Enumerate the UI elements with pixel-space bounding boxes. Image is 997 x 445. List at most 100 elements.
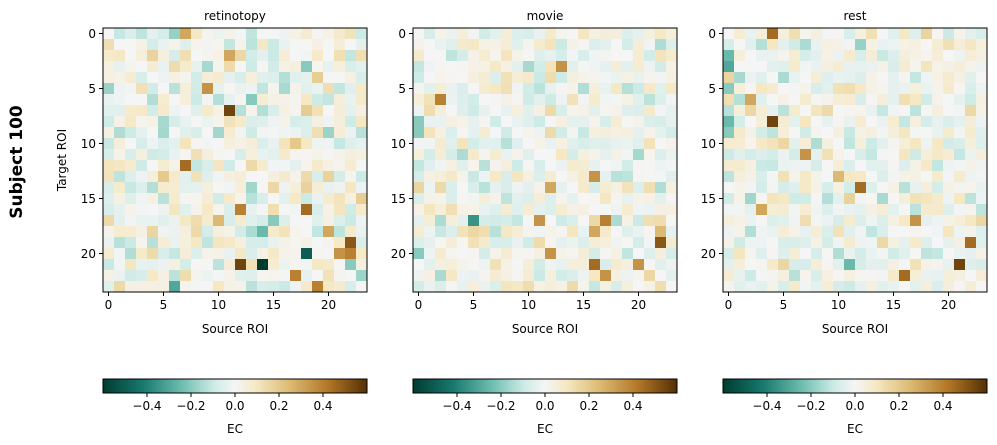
heatmap-cell [954,226,966,238]
heatmap-cell [633,94,645,106]
colorbar-segment [113,379,116,393]
heatmap-cell [723,83,735,95]
heatmap-cell [866,171,878,183]
heatmap-cell [323,281,335,293]
heatmap-cell [822,259,834,271]
heatmap-cell [345,94,357,106]
heatmap-cell [855,39,867,51]
heatmap-cell [490,105,502,117]
heatmap-cell [512,226,524,238]
colorbar-segment [245,379,248,393]
heatmap-cell [888,160,900,172]
heatmap-cell [600,39,612,51]
heatmap-cell [424,281,436,293]
heatmap-cell [822,83,834,95]
heatmap-cell [158,50,170,62]
heatmap-cell [633,171,645,183]
heatmap-cell [778,237,790,249]
heatmap-cell [268,182,280,194]
heatmap-cell [334,215,346,227]
heatmap-cell [666,83,678,95]
colorbar-segment [487,379,490,393]
heatmap-cell [600,83,612,95]
heatmap-cell [191,28,203,40]
colorbar-segment [743,379,747,393]
heatmap-cell [180,83,192,95]
heatmap-cell [767,116,779,128]
heatmap-cell [246,237,258,249]
colorbar-segment [305,379,308,393]
heatmap-cell [424,193,436,205]
heatmap-cell [655,105,667,117]
heatmap-cell [888,281,900,293]
colorbar-segment [569,379,573,393]
heatmap-cell [334,204,346,216]
heatmap-cell [191,248,203,260]
heatmap-cell [501,259,513,271]
heatmap-cell [424,215,436,227]
heatmap-cell [490,204,502,216]
heatmap-cell [479,50,491,62]
heatmap-cell [611,204,623,216]
heatmap-cell [290,270,302,282]
heatmap-cell [246,138,258,150]
heatmap-cell [844,237,856,249]
heatmap-cell [103,28,115,40]
colorbar-segment [485,379,488,393]
heatmap-cell [745,28,757,40]
heatmap-cell [180,149,192,161]
heatmap-cell [479,94,491,106]
heatmap-cell [424,61,436,73]
colorbar-segment [951,379,955,393]
heatmap-cell [578,281,590,293]
heatmap-cell [413,259,425,271]
colorbar-segment [555,379,558,393]
heatmap-cell [435,215,447,227]
colorbar-segment [199,379,203,393]
heatmap-cell [943,50,955,62]
colorbar-segment [883,379,887,393]
colorbar-segment [832,379,835,393]
heatmap-cell [312,160,324,172]
heatmap-cell [745,116,757,128]
heatmap-cell [965,270,977,282]
colorbar-segment [169,379,172,393]
colorbar-segment [235,379,238,393]
heatmap-cell [257,149,269,161]
x-tick-label: 20 [321,298,336,312]
heatmap-cell [534,116,546,128]
colorbar-tick-label: 0.0 [225,399,244,413]
y-tick-label: 20 [391,247,406,261]
heatmap-cell [501,39,513,51]
colorbar-segment [974,379,978,393]
heatmap-cell [435,248,447,260]
heatmap-cell [833,61,845,73]
heatmap-cell [457,116,469,128]
heatmap-cell [822,61,834,73]
heatmap-cell [976,215,988,227]
heatmap-cell [622,182,634,194]
colorbar-segment [425,379,428,393]
heatmap-cell [877,248,889,260]
colorbar-segment [313,379,316,393]
heatmap-cell [523,28,535,40]
heatmap-cell [644,171,656,183]
colorbar-segment [103,379,106,393]
colorbar-segment [824,379,827,393]
heatmap-cell [213,105,225,117]
heatmap-cell [290,61,302,73]
heatmap-cell [268,105,280,117]
heatmap-cell [611,171,623,183]
heatmap-cell [301,72,313,84]
heatmap-cell [435,105,447,117]
heatmap-cell [600,94,612,106]
heatmap-cell [147,204,159,216]
colorbar-segment [123,379,127,393]
colorbar-segment [458,379,461,393]
colorbar-segment [848,379,852,393]
heatmap-cell [965,248,977,260]
heatmap-cell [833,193,845,205]
heatmap-cell [246,259,258,271]
heatmap-cell [545,248,557,260]
heatmap-cell [866,226,878,238]
